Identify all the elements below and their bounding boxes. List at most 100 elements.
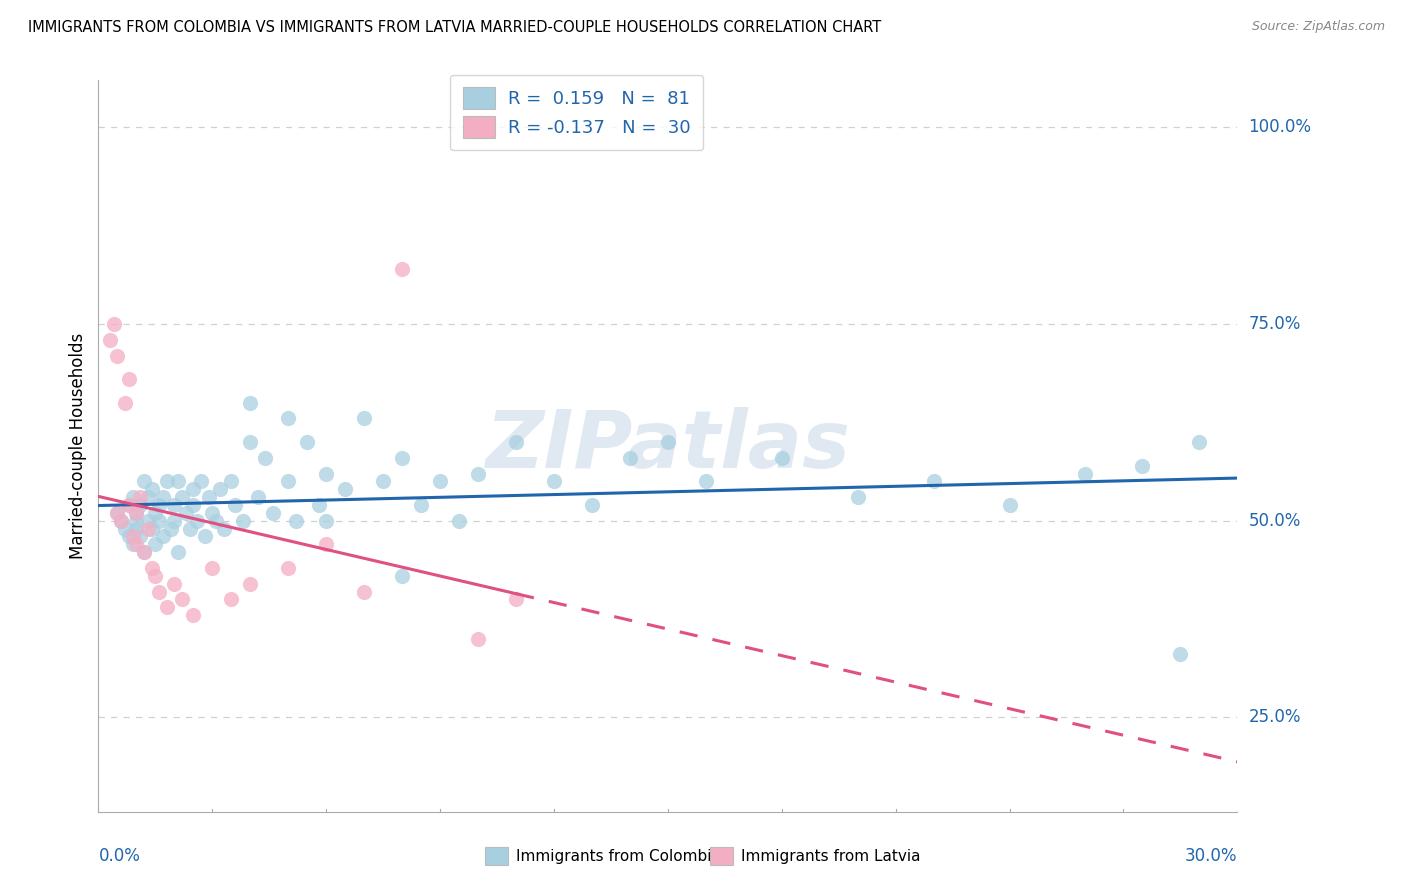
Point bbox=[141, 482, 163, 496]
Point bbox=[118, 529, 141, 543]
Point bbox=[167, 475, 190, 489]
Point bbox=[163, 514, 186, 528]
Point bbox=[170, 592, 193, 607]
Point bbox=[922, 475, 945, 489]
Point bbox=[125, 506, 148, 520]
Point bbox=[125, 522, 148, 536]
Text: Source: ZipAtlas.com: Source: ZipAtlas.com bbox=[1251, 20, 1385, 33]
Text: Immigrants from Colombia: Immigrants from Colombia bbox=[516, 849, 721, 863]
Point bbox=[125, 537, 148, 551]
Point bbox=[353, 411, 375, 425]
Point bbox=[148, 584, 170, 599]
Point bbox=[201, 561, 224, 575]
Point bbox=[125, 506, 148, 520]
Point bbox=[239, 576, 262, 591]
Point bbox=[232, 514, 254, 528]
Point bbox=[159, 522, 181, 536]
Point bbox=[170, 490, 193, 504]
Point bbox=[449, 514, 471, 528]
Text: 50.0%: 50.0% bbox=[1249, 512, 1301, 530]
Point bbox=[132, 545, 155, 559]
Point bbox=[156, 600, 179, 615]
Point bbox=[391, 568, 413, 582]
Point bbox=[145, 506, 167, 520]
Point bbox=[315, 467, 337, 481]
Point bbox=[505, 592, 527, 607]
Point bbox=[152, 490, 174, 504]
Point bbox=[114, 522, 136, 536]
Point bbox=[205, 514, 228, 528]
Point bbox=[1074, 467, 1097, 481]
Point bbox=[129, 529, 152, 543]
Point bbox=[125, 514, 148, 528]
Point bbox=[163, 576, 186, 591]
Point bbox=[277, 411, 299, 425]
Point bbox=[221, 592, 243, 607]
Point bbox=[391, 450, 413, 465]
Text: 30.0%: 30.0% bbox=[1185, 847, 1237, 865]
Text: IMMIGRANTS FROM COLOMBIA VS IMMIGRANTS FROM LATVIA MARRIED-COUPLE HOUSEHOLDS COR: IMMIGRANTS FROM COLOMBIA VS IMMIGRANTS F… bbox=[28, 20, 882, 35]
Point bbox=[657, 435, 679, 450]
Point bbox=[110, 514, 132, 528]
Point bbox=[239, 396, 262, 410]
Point bbox=[98, 333, 121, 347]
Point bbox=[212, 522, 235, 536]
Point bbox=[129, 498, 152, 512]
Point bbox=[1188, 435, 1211, 450]
Point bbox=[136, 490, 159, 504]
Point bbox=[121, 537, 143, 551]
Point bbox=[208, 482, 231, 496]
Point bbox=[107, 506, 129, 520]
Point bbox=[132, 545, 155, 559]
Point bbox=[505, 435, 527, 450]
Point bbox=[194, 529, 217, 543]
Point bbox=[581, 498, 603, 512]
Point bbox=[297, 435, 319, 450]
Point bbox=[186, 514, 208, 528]
Point bbox=[221, 475, 243, 489]
Point bbox=[132, 475, 155, 489]
Point bbox=[1170, 648, 1192, 662]
Point bbox=[183, 608, 205, 623]
Point bbox=[201, 506, 224, 520]
Point bbox=[156, 475, 179, 489]
Text: 25.0%: 25.0% bbox=[1249, 708, 1301, 726]
Point bbox=[129, 490, 152, 504]
Point bbox=[371, 475, 394, 489]
Point bbox=[254, 450, 277, 465]
Point bbox=[136, 522, 159, 536]
Point bbox=[110, 514, 132, 528]
Point bbox=[183, 498, 205, 512]
Point bbox=[467, 632, 489, 646]
Point bbox=[846, 490, 869, 504]
Point bbox=[411, 498, 433, 512]
Point bbox=[118, 498, 141, 512]
Point bbox=[179, 522, 201, 536]
Point bbox=[183, 482, 205, 496]
Point bbox=[353, 584, 375, 599]
Text: ZIPatlas: ZIPatlas bbox=[485, 407, 851, 485]
Point bbox=[391, 262, 413, 277]
Point bbox=[136, 514, 159, 528]
Point bbox=[163, 498, 186, 512]
Text: 100.0%: 100.0% bbox=[1249, 119, 1312, 136]
Point bbox=[277, 561, 299, 575]
Y-axis label: Married-couple Households: Married-couple Households bbox=[69, 333, 87, 559]
Text: 0.0%: 0.0% bbox=[98, 847, 141, 865]
Point bbox=[335, 482, 357, 496]
Point bbox=[148, 498, 170, 512]
Point bbox=[315, 537, 337, 551]
Point bbox=[118, 498, 141, 512]
Point bbox=[107, 506, 129, 520]
Point bbox=[1132, 458, 1154, 473]
Point bbox=[619, 450, 641, 465]
Point bbox=[284, 514, 307, 528]
Point bbox=[148, 514, 170, 528]
Point bbox=[167, 545, 190, 559]
Text: 75.0%: 75.0% bbox=[1249, 315, 1301, 333]
Point bbox=[107, 349, 129, 363]
Point bbox=[118, 372, 141, 386]
Point bbox=[121, 490, 143, 504]
Point bbox=[103, 317, 125, 331]
Point bbox=[770, 450, 793, 465]
